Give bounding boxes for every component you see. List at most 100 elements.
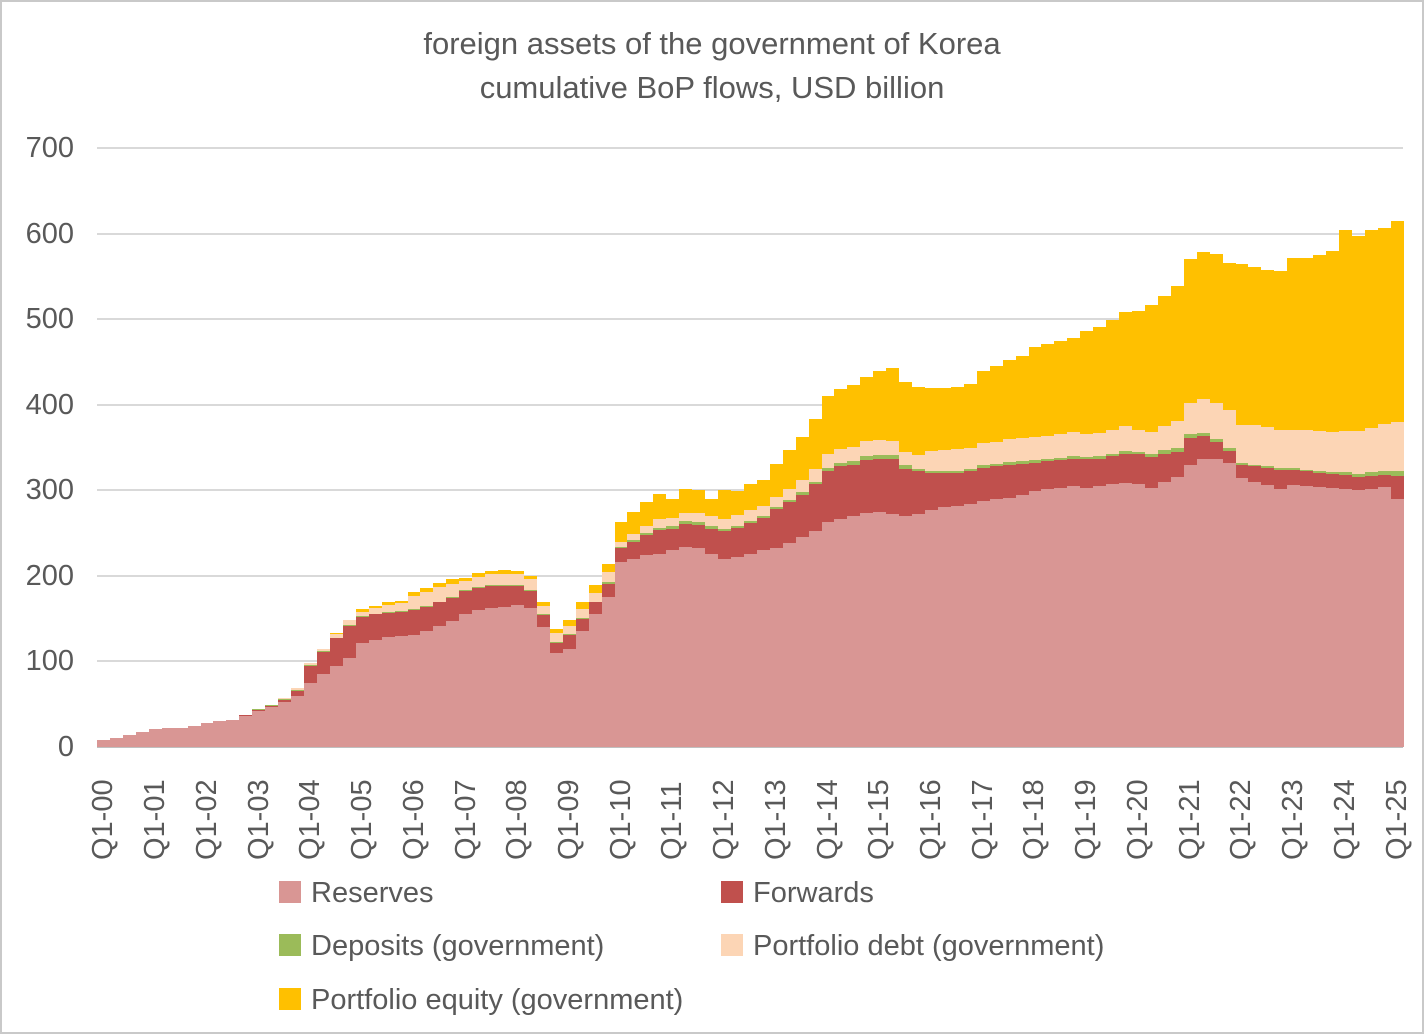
segment — [549, 641, 563, 643]
segment — [588, 593, 602, 602]
segment — [1209, 254, 1223, 404]
segment — [472, 587, 486, 588]
segment — [485, 570, 499, 575]
segment — [459, 578, 473, 582]
x-tick-label-Q1-03: Q1-03 — [242, 779, 275, 860]
segment — [679, 523, 693, 547]
segment — [523, 608, 537, 747]
segment — [1248, 466, 1262, 482]
segment — [1326, 250, 1339, 433]
segment — [536, 605, 550, 615]
segment — [640, 555, 654, 747]
bar-58 — [847, 148, 861, 747]
segment — [1015, 495, 1029, 747]
segment — [1132, 430, 1145, 452]
bar-7 — [187, 148, 201, 747]
bar-82 — [1157, 148, 1171, 747]
segment — [575, 602, 589, 610]
chart-title-line2: cumulative BoP flows, USD billion — [479, 70, 945, 105]
segment — [1157, 481, 1171, 747]
segment — [1015, 438, 1029, 462]
segment — [743, 521, 757, 523]
segment — [756, 505, 770, 516]
segment — [1196, 432, 1210, 437]
segment — [782, 450, 796, 489]
bar-63 — [912, 148, 925, 747]
bar-78 — [1106, 148, 1120, 747]
x-tick-label-Q1-01: Q1-01 — [139, 779, 172, 860]
gridline-700 — [97, 147, 1403, 149]
bar-68 — [976, 148, 990, 747]
bar-71 — [1015, 148, 1029, 747]
segment — [743, 522, 757, 554]
segment — [472, 587, 486, 611]
segment — [1002, 462, 1016, 465]
segment — [1080, 331, 1094, 434]
segment — [1300, 257, 1314, 431]
segment — [1235, 425, 1249, 463]
segment — [1300, 430, 1314, 470]
segment — [433, 582, 447, 588]
legend-swatch — [721, 881, 743, 903]
segment — [1351, 474, 1365, 477]
segment — [937, 450, 951, 471]
segment — [433, 602, 447, 627]
segment — [355, 643, 369, 747]
legend-swatch — [721, 934, 743, 956]
segment — [834, 389, 848, 450]
x-tick-label-Q1-22: Q1-22 — [1225, 779, 1258, 860]
bar-67 — [963, 148, 977, 747]
segment — [1028, 491, 1042, 747]
bar-17 — [316, 148, 330, 747]
segment — [912, 514, 925, 747]
segment — [873, 371, 887, 440]
segment — [834, 519, 848, 747]
bar-45 — [679, 148, 693, 747]
segment — [640, 533, 654, 535]
segment — [148, 729, 162, 747]
segment — [705, 498, 718, 516]
segment — [653, 529, 667, 554]
segment — [730, 527, 744, 558]
segment — [1261, 270, 1275, 427]
segment — [666, 550, 680, 747]
segment — [860, 459, 874, 513]
segment — [705, 528, 718, 555]
x-tick-label-Q1-08: Q1-08 — [501, 779, 534, 860]
segment — [329, 637, 343, 639]
segment — [1390, 475, 1404, 499]
segment — [588, 601, 602, 603]
segment — [730, 515, 744, 527]
segment — [109, 737, 123, 747]
bar-9 — [213, 148, 227, 747]
bar-74 — [1054, 148, 1068, 747]
segment — [316, 648, 330, 652]
segment — [1300, 469, 1314, 472]
segment — [433, 587, 447, 602]
segment — [187, 725, 201, 747]
segment — [511, 585, 524, 587]
segment — [860, 512, 874, 747]
bar-76 — [1080, 148, 1094, 747]
segment — [575, 631, 589, 747]
x-tick-label-Q1-11: Q1-11 — [656, 781, 689, 860]
segment — [394, 611, 408, 636]
segment — [769, 497, 783, 508]
x-tick-label-Q1-05: Q1-05 — [346, 779, 379, 860]
segment — [847, 385, 861, 447]
x-tick-label-Q1-25: Q1-25 — [1380, 779, 1413, 860]
segment — [1196, 436, 1210, 459]
segment — [549, 633, 563, 642]
segment — [821, 521, 835, 747]
segment — [1235, 462, 1249, 465]
bar-65 — [937, 148, 951, 747]
segment — [549, 652, 563, 747]
segment — [278, 699, 292, 702]
segment — [1313, 471, 1327, 474]
bar-29 — [472, 148, 486, 747]
segment — [653, 493, 667, 520]
segment — [342, 619, 356, 621]
segment — [627, 511, 641, 534]
bar-18 — [329, 148, 343, 747]
segment — [821, 470, 835, 522]
